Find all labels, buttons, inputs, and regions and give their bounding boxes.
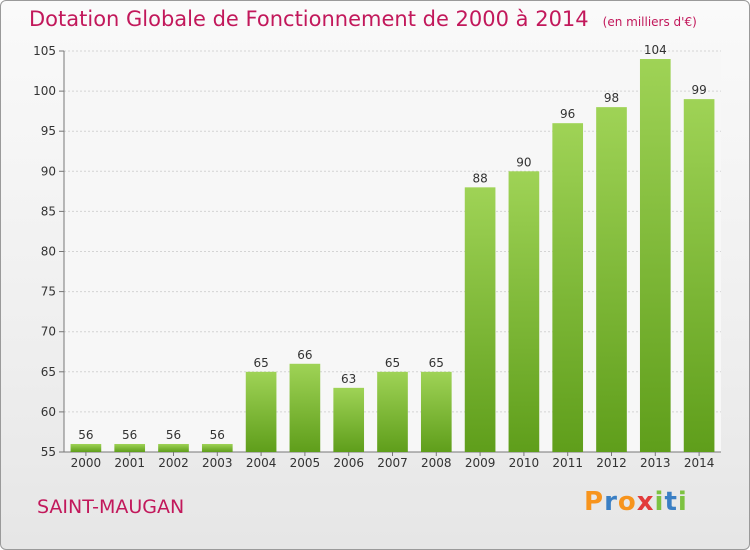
bar [377,371,408,452]
bar [201,443,233,452]
x-tick-label: 2008 [421,456,452,470]
bar [245,371,277,452]
logo-letter: t [664,487,678,517]
x-tick-label: 2000 [71,456,102,470]
x-tick-label: 2014 [684,456,715,470]
data-label: 65 [429,356,444,370]
proxiti-logo: Proxiti [584,487,688,517]
x-tick-label: 2001 [114,456,145,470]
logo-letter: r [604,487,618,517]
bar [683,99,715,453]
bar [508,171,540,453]
data-label: 65 [253,356,268,370]
x-tick-label: 2012 [596,456,627,470]
x-tick-label: 2002 [158,456,189,470]
x-tick-label: 2004 [246,456,277,470]
bar [639,59,671,453]
data-label: 90 [516,155,531,169]
y-tick-label: 105 [33,44,56,58]
x-tick-label: 2007 [377,456,408,470]
x-tick-label: 2013 [640,456,671,470]
bar [552,123,584,453]
x-tick-label: 2005 [290,456,321,470]
bar [464,187,496,452]
y-tick-label: 65 [41,365,56,379]
bar [114,443,146,452]
bar [70,443,102,452]
x-tick-label: 2011 [552,456,583,470]
commune-name: SAINT-MAUGAN [37,496,185,518]
y-tick-label: 60 [41,405,56,419]
bar [158,443,189,452]
x-tick-label: 2010 [509,456,540,470]
data-label: 56 [122,428,137,442]
x-tick-label: 2009 [465,456,496,470]
data-label: 98 [604,91,619,105]
bar [420,371,452,452]
y-tick-label: 100 [33,84,56,98]
logo-letter: i [677,487,688,517]
logo-letter: i [654,487,665,517]
bar [596,107,627,452]
data-label: 56 [78,428,93,442]
chart-subtitle: (en milliers d'€) [602,15,697,29]
data-label: 56 [210,428,225,442]
bar [289,363,321,452]
y-tick-label: 55 [41,445,56,459]
data-label: 56 [166,428,181,442]
y-tick-label: 85 [41,204,56,218]
chart-title-text: Dotation Globale de Fonctionnement de 20… [29,7,589,31]
logo-letter: P [584,487,605,517]
data-label: 88 [472,171,487,185]
y-tick-label: 70 [41,325,56,339]
data-label: 66 [297,348,312,362]
data-label: 104 [644,43,667,57]
logo-letter: x [636,487,655,517]
data-label: 99 [691,83,706,97]
y-tick-label: 80 [41,245,56,259]
y-tick-label: 75 [41,285,56,299]
y-tick-label: 90 [41,164,56,178]
data-label: 96 [560,107,575,121]
x-tick-label: 2006 [333,456,364,470]
y-tick-label: 95 [41,124,56,138]
data-label: 65 [385,356,400,370]
data-label: 63 [341,372,356,386]
logo-letter: o [617,487,637,517]
chart-title: Dotation Globale de Fonctionnement de 20… [29,7,697,31]
bar [333,387,365,452]
x-tick-label: 2003 [202,456,233,470]
